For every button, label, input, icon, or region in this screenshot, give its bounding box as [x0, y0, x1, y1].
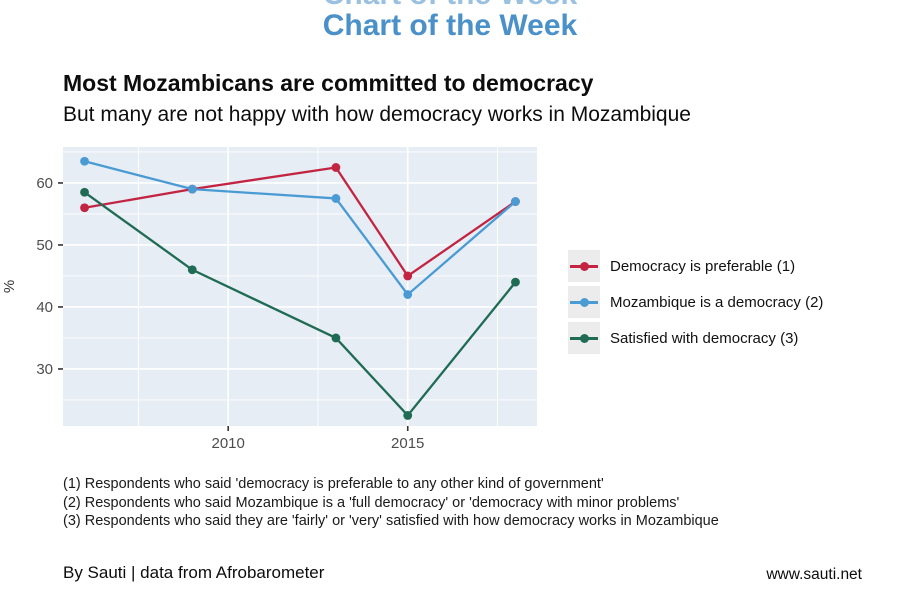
- plot-panel: [63, 147, 537, 426]
- series-point-2: [80, 187, 89, 197]
- chart-subtitle: But many are not happy with how democrac…: [63, 103, 691, 126]
- series-point-1: [511, 197, 520, 206]
- chart-legend: Democracy is preferable (1) Mozambique i…: [568, 250, 823, 358]
- line-chart: 30 40 50 60 2010 2015%: [0, 140, 560, 460]
- line-chart-svg: 30 40 50 60 2010 2015%: [1, 147, 537, 452]
- legend-key-icon: [568, 250, 600, 282]
- y-axis-label: %: [1, 280, 18, 293]
- y-tick-label: 60: [36, 175, 53, 192]
- series-point-0: [80, 203, 89, 213]
- legend-key-icon: [568, 286, 600, 318]
- series-point-0: [403, 271, 413, 281]
- series-point-2: [511, 277, 520, 287]
- legend-item-mozambique-democracy: Mozambique is a democracy (2): [568, 286, 823, 318]
- y-tick-label: 40: [36, 299, 53, 316]
- footnote-1: (1) Respondents who said 'democracy is p…: [63, 476, 604, 492]
- website-url: www.sauti.net: [766, 566, 862, 583]
- series-point-1: [187, 184, 197, 194]
- series-point-2: [187, 265, 197, 275]
- series-point-1: [80, 156, 89, 166]
- footnote-3: (3) Respondents who said they are 'fairl…: [63, 513, 719, 529]
- footnotes: (1) Respondents who said 'democracy is p…: [63, 475, 719, 531]
- attribution-text: By Sauti | data from Afrobarometer: [63, 563, 325, 582]
- legend-label: Satisfied with democracy (3): [610, 329, 799, 347]
- series-point-2: [331, 333, 341, 343]
- y-tick-label: 30: [36, 361, 53, 378]
- legend-key-icon: [568, 322, 600, 354]
- cropped-previous-header-text: Chart of the Week: [0, 0, 900, 5]
- chart-title: Most Mozambicans are committed to democr…: [63, 70, 594, 96]
- series-point-2: [403, 411, 413, 420]
- legend-item-satisfied-democracy: Satisfied with democracy (3): [568, 322, 823, 354]
- page-title: Chart of the Week: [322, 9, 578, 42]
- legend-item-democracy-preferable: Democracy is preferable (1): [568, 250, 823, 282]
- y-tick-label: 50: [36, 237, 53, 254]
- x-tick-label: 2010: [211, 435, 244, 452]
- series-point-1: [331, 194, 341, 203]
- x-tick-label: 2015: [391, 435, 424, 452]
- legend-label: Mozambique is a democracy (2): [610, 293, 824, 311]
- series-point-1: [403, 290, 413, 299]
- legend-label: Democracy is preferable (1): [610, 257, 796, 275]
- series-point-0: [331, 163, 341, 172]
- footnote-2: (2) Respondents who said Mozambique is a…: [63, 494, 680, 511]
